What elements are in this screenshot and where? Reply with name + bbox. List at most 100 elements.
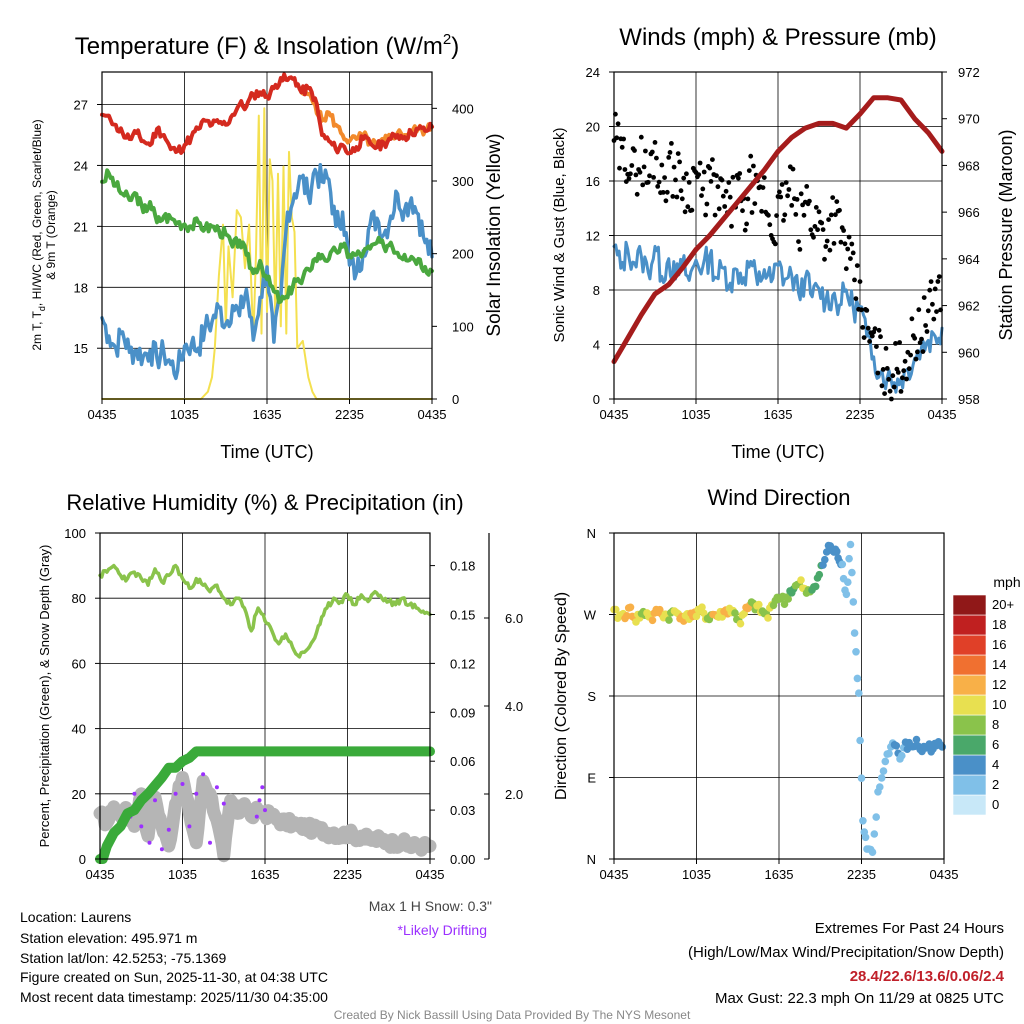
y-tick-label: W xyxy=(584,608,597,623)
gust-point xyxy=(634,191,640,197)
gust-point xyxy=(920,349,926,354)
gust-point xyxy=(708,179,714,184)
gust-point xyxy=(887,388,893,394)
gust-point xyxy=(925,308,931,314)
gust-point xyxy=(678,188,684,194)
direction-point xyxy=(849,598,858,606)
gust-point xyxy=(936,274,942,279)
gust-point xyxy=(897,340,902,345)
gust-point xyxy=(830,195,836,201)
x-tick-label: 2235 xyxy=(846,407,875,422)
gust-point xyxy=(785,193,790,199)
direction-point xyxy=(731,609,739,617)
dewpoint-line xyxy=(100,168,434,305)
gust-point xyxy=(619,144,625,150)
legend-label: 14 xyxy=(992,657,1006,672)
legend-label: 12 xyxy=(992,677,1006,692)
drifting-point xyxy=(201,772,206,777)
direction-panel: Wind Direction N E S W N 0435 1035 1635 2235 0435… xyxy=(553,485,1021,882)
x-tick-label: 1635 xyxy=(253,407,282,422)
max-snow-text: Max 1 H Snow: 0.3" xyxy=(369,898,492,914)
direction-point xyxy=(885,749,893,758)
gust-point xyxy=(659,162,665,168)
direction-point xyxy=(861,833,870,842)
gust-point xyxy=(838,239,844,245)
gust-point xyxy=(927,287,933,293)
x-tick-label: 0435 xyxy=(416,867,445,882)
y-tick-label: 60 xyxy=(72,656,86,671)
gust-point xyxy=(794,197,800,202)
gust-point xyxy=(882,391,887,396)
gust-point xyxy=(697,160,703,166)
gust-point xyxy=(629,163,635,168)
y-tick-right-label: 0.06 xyxy=(450,754,475,769)
direction-point xyxy=(876,783,884,791)
gust-point xyxy=(633,172,639,178)
gust-point xyxy=(834,199,840,205)
gust-point xyxy=(912,335,918,341)
y-tick-label: 4 xyxy=(593,338,600,353)
gust-point xyxy=(876,327,882,333)
gust-point xyxy=(826,217,831,223)
gust-point xyxy=(824,238,830,244)
legend-label: 10 xyxy=(992,697,1006,712)
gust-point xyxy=(928,279,934,284)
humidity-line xyxy=(98,563,432,659)
recent-data-text: Most recent data timestamp: 2025/11/30 0… xyxy=(20,989,328,1005)
direction-point xyxy=(868,848,877,856)
y-tick-label: 40 xyxy=(72,722,86,737)
gust-point xyxy=(837,207,842,213)
x-tick-label: 1035 xyxy=(170,407,199,422)
drifting-point xyxy=(132,791,137,796)
gust-point xyxy=(917,340,923,346)
gust-point xyxy=(700,186,706,192)
created-text: Figure created on Sun, 2025-11-30, at 04… xyxy=(20,969,328,985)
gust-point xyxy=(744,221,749,227)
x-tick-label: 0435 xyxy=(928,407,957,422)
gust-point xyxy=(846,234,852,240)
gust-point xyxy=(632,148,637,153)
snow-tick-label: 2.0 xyxy=(505,787,523,802)
legend-label: 16 xyxy=(992,637,1006,652)
temp-2m-line xyxy=(100,72,434,156)
gust-point xyxy=(828,212,834,218)
y-tick-label: 0 xyxy=(79,852,86,867)
snow-depth-line xyxy=(93,771,437,863)
direction-point xyxy=(898,751,906,760)
y-tick-right-label: 962 xyxy=(958,299,980,314)
gust-point xyxy=(901,368,907,374)
x-tick-label: 2235 xyxy=(333,867,362,882)
x-tick-label: 0435 xyxy=(88,407,117,422)
drifting-point xyxy=(254,814,259,819)
gust-point xyxy=(884,366,890,371)
gust-point xyxy=(643,148,648,154)
y-tick-right-label: 966 xyxy=(958,205,980,220)
gust-point xyxy=(861,335,867,340)
sonic-wind-line xyxy=(612,240,944,394)
gust-point xyxy=(822,256,827,262)
windchill-line xyxy=(100,162,434,381)
gust-point xyxy=(859,307,864,313)
gust-point xyxy=(827,247,833,253)
gust-point xyxy=(869,333,875,339)
legend-label: 20+ xyxy=(992,597,1014,612)
gust-point xyxy=(895,370,901,375)
y-tick-right-label: 0.18 xyxy=(450,559,475,574)
direction-point xyxy=(755,600,763,609)
gust-point xyxy=(759,208,764,214)
gust-point xyxy=(761,175,767,181)
gust-point xyxy=(671,164,677,170)
y-tick-label: 27 xyxy=(74,97,88,112)
direction-point xyxy=(859,817,867,825)
direction-point xyxy=(938,743,946,751)
direction-point xyxy=(842,590,851,599)
gust-point xyxy=(707,165,713,171)
gust-point xyxy=(752,201,758,207)
legend-label: 4 xyxy=(992,757,999,772)
footer-right: Extremes For Past 24 Hours (High/Low/Max… xyxy=(688,920,1005,1007)
gust-point xyxy=(820,227,826,233)
gust-point xyxy=(710,157,715,163)
gust-point xyxy=(723,188,729,194)
y-tick-label: E xyxy=(587,771,596,786)
direction-point xyxy=(852,648,860,656)
